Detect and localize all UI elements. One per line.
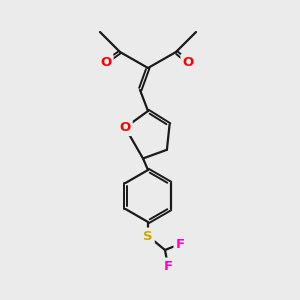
- Text: O: O: [119, 121, 131, 134]
- Text: O: O: [100, 56, 112, 68]
- Text: S: S: [143, 230, 153, 242]
- Text: F: F: [164, 260, 172, 272]
- Text: O: O: [182, 56, 194, 68]
- Text: F: F: [176, 238, 184, 250]
